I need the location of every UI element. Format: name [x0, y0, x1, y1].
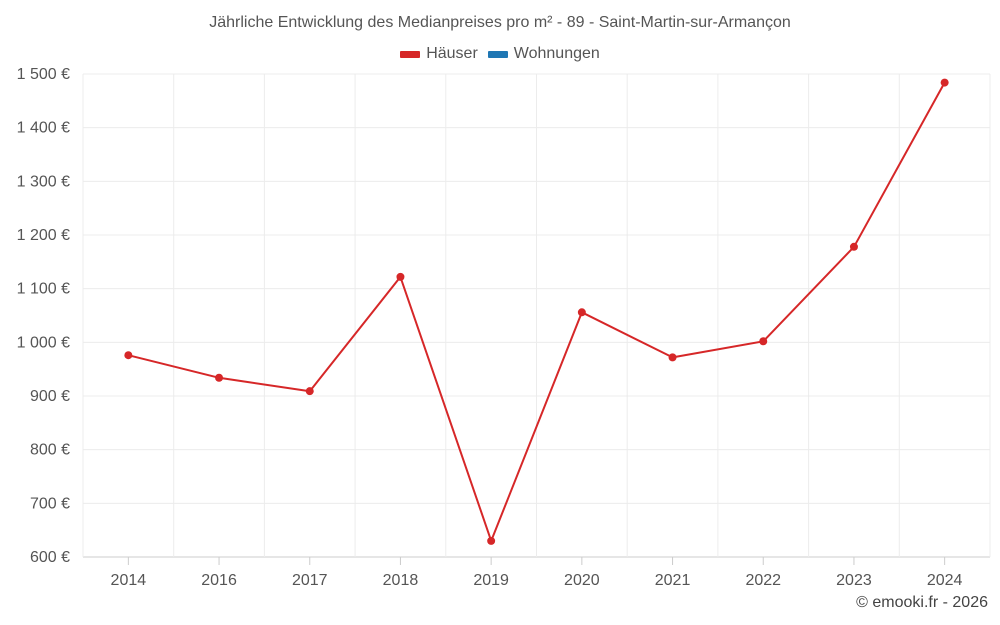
y-tick-label: 1 500 € — [17, 66, 70, 83]
series-line-häuser — [128, 82, 946, 542]
data-point — [215, 373, 224, 382]
y-tick-label: 1 000 € — [17, 334, 70, 351]
data-point — [849, 242, 858, 251]
data-point — [759, 337, 768, 346]
y-tick-label: 1 200 € — [17, 227, 70, 244]
data-point — [487, 536, 496, 545]
x-tick-label: 2023 — [836, 572, 872, 589]
grid-layer — [82, 73, 991, 558]
data-point — [940, 78, 949, 87]
y-tick-label: 600 € — [30, 549, 70, 566]
data-point — [577, 308, 586, 317]
legend-item-haeuser[interactable]: Häuser — [400, 45, 478, 63]
y-tick-label: 900 € — [30, 388, 70, 405]
legend-label-wohnungen: Wohnungen — [513, 45, 600, 62]
chart-title: Jährliche Entwicklung des Medianpreises … — [209, 14, 791, 31]
y-tick-label: 1 300 € — [17, 173, 70, 190]
x-tick-label: 2021 — [655, 572, 691, 589]
x-tick-label: 2024 — [927, 572, 963, 589]
x-tick-label: 2022 — [745, 572, 781, 589]
credit-text: © emooki.fr - 2026 — [856, 594, 988, 611]
data-point — [396, 272, 405, 281]
legend-item-wohnungen[interactable]: Wohnungen — [487, 45, 600, 63]
x-tick-label: 2014 — [111, 572, 147, 589]
x-tick-label: 2017 — [292, 572, 328, 589]
x-tick-label: 2019 — [473, 572, 509, 589]
legend-swatch-haeuser — [400, 50, 421, 58]
legend-swatch-wohnungen — [487, 50, 508, 58]
y-tick-label: 700 € — [30, 495, 70, 512]
x-tick-label: 2018 — [383, 572, 419, 589]
chart-legend: Häuser Wohnungen — [0, 45, 1000, 63]
x-tick-label: 2016 — [201, 572, 237, 589]
y-tick-label: 1 400 € — [17, 120, 70, 137]
data-point — [305, 387, 314, 396]
y-tick-label: 1 100 € — [17, 281, 70, 298]
series-layer — [124, 78, 949, 545]
y-tick-label: 800 € — [30, 442, 70, 459]
legend-label-haeuser: Häuser — [426, 45, 478, 62]
data-point — [124, 351, 133, 360]
axis-layer: 600 € 700 € 800 € 900 € 1 000 € 1 100 € 1 200 … — [17, 66, 963, 589]
data-point — [668, 353, 677, 362]
x-tick-label: 2020 — [564, 572, 600, 589]
